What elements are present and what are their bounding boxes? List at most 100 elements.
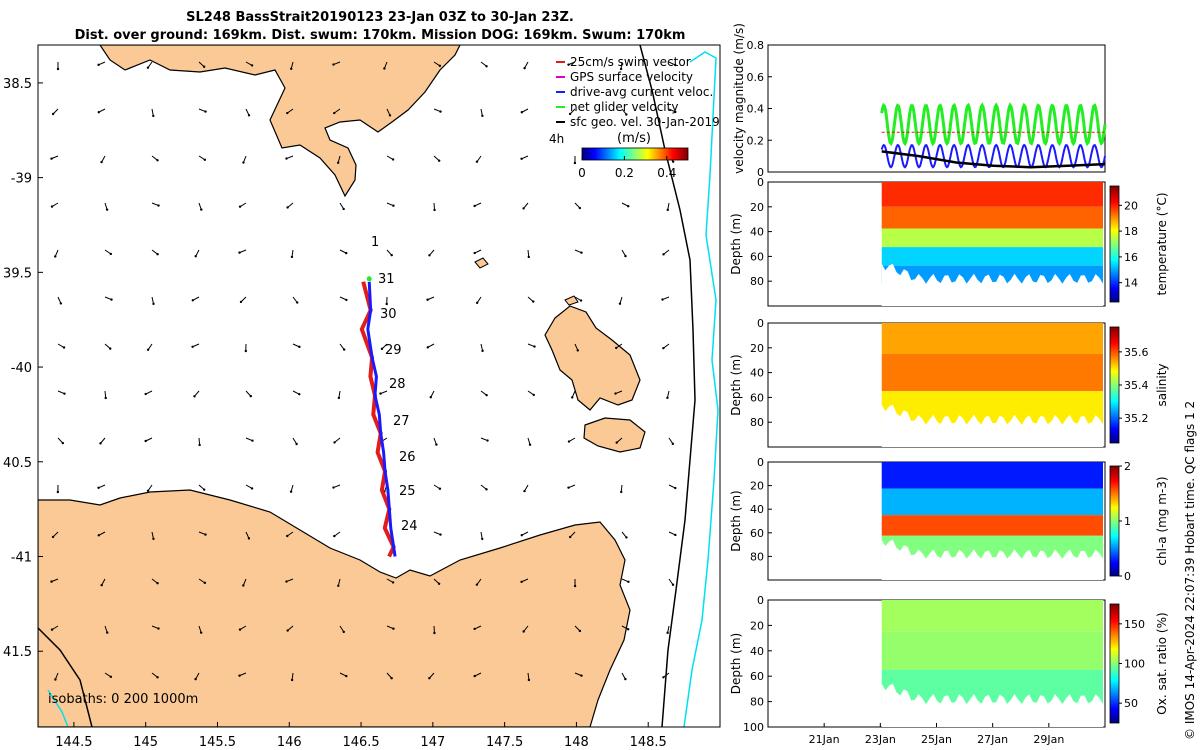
profile-colorbar-tick-label: 2 — [1124, 460, 1131, 473]
profile-layer — [881, 265, 1103, 284]
profile-y-tick-label: 20 — [750, 480, 764, 493]
geo-vel-arrowhead — [662, 253, 665, 256]
geo-vel-arrowhead — [666, 631, 669, 635]
geo-vel-arrowhead — [662, 346, 665, 350]
speed-colorbar-ticks: 0 0.2 0.4 — [578, 156, 676, 180]
geo-vel-arrowhead — [527, 678, 531, 682]
map-x-tick-label: 145 — [133, 735, 158, 750]
profile-layer — [881, 354, 1103, 392]
geo-vel-arrowhead — [485, 393, 488, 397]
geo-vel-arrowhead — [619, 67, 623, 71]
geo-vel-arrowhead — [343, 348, 346, 351]
geo-vel-arrowhead — [286, 206, 289, 209]
profile-colorbar-label: temperature (°C) — [1155, 193, 1169, 296]
map-x-tick-label: 148.5 — [630, 735, 667, 750]
geo-vel-arrowhead — [286, 629, 289, 632]
profile-colorbar-tick-label: 1 — [1124, 515, 1131, 528]
geo-vel-arrowhead — [238, 628, 242, 631]
geo-vel-arrowhead — [618, 302, 622, 305]
map-x-tick-label: 147.5 — [486, 735, 523, 750]
geo-vel-arrowhead — [290, 67, 293, 70]
geo-vel-arrowhead — [662, 676, 665, 679]
geo-vel-arrowhead — [567, 486, 570, 489]
profile-colorbar-tick-label: 150 — [1124, 618, 1145, 631]
geo-vel-arrowhead — [439, 533, 442, 536]
geo-vel-arrowhead — [426, 346, 430, 349]
geo-vel-arrowhead — [528, 443, 532, 446]
geo-vel-arrowhead — [475, 160, 479, 163]
profile-layer — [881, 206, 1103, 229]
velocity-series-line — [880, 143, 1106, 169]
day-label: 25 — [399, 484, 416, 499]
geo-vel-arrowhead — [144, 392, 147, 396]
velocity-y-tick-label: 0 — [757, 166, 764, 179]
geo-vel-arrowhead — [203, 488, 206, 491]
geo-vel-arrowhead — [345, 674, 348, 678]
map-y-tick-label: 40.5 — [3, 456, 32, 471]
profile-y-tick-label: 40 — [750, 226, 764, 239]
geo-vel-arrowhead — [204, 110, 207, 113]
geo-vel-arrowhead — [481, 114, 484, 118]
profile-bottom-mask — [881, 539, 1103, 580]
map-x-tick-label: 145.5 — [199, 735, 236, 750]
legend-entry: 25cm/s swim vector — [570, 55, 691, 69]
geo-vel-arrowhead — [337, 396, 341, 400]
geo-vel-arrowhead — [342, 630, 345, 634]
velocity-y-tick-label: 0.4 — [747, 103, 765, 116]
velocity-y-tick-label: 0.8 — [747, 39, 765, 52]
geo-vel-arrowhead — [157, 204, 160, 207]
geo-vel-arrowhead — [671, 442, 675, 446]
colorbar-tick-label: 0.4 — [657, 166, 676, 180]
geo-vel-arrowhead — [475, 583, 479, 586]
figure-title-line1: SL248 BassStrait20190123 23-Jan 03Z to 3… — [186, 10, 574, 25]
profile-y-tick-label: 20 — [750, 619, 764, 632]
geo-vel-arrowhead — [290, 255, 294, 259]
profile-y-tick-label: 80 — [750, 696, 764, 709]
legend-entry: GPS surface velocity — [570, 70, 693, 84]
geo-vel-arrowhead — [242, 161, 245, 164]
profile-y-tick-label: 20 — [750, 201, 764, 214]
geo-vel-arrowhead — [615, 346, 618, 350]
geo-vel-arrowhead — [625, 113, 628, 116]
geo-vel-arrowhead — [674, 63, 677, 67]
profile-y-tick-label: 60 — [750, 391, 764, 404]
geo-vel-arrowhead — [576, 349, 579, 352]
geo-vel-arrowhead — [156, 252, 159, 256]
copyright-credit: © IMOS 14-Apr-2024 22:07:39 Hobart time.… — [1183, 400, 1197, 740]
profile-y-tick-label: 40 — [750, 503, 764, 516]
profile-y-tick-label: 100 — [743, 721, 764, 734]
track-start-marker — [366, 276, 372, 282]
geo-vel-arrowhead — [614, 392, 617, 395]
geo-vel-arrowhead — [238, 674, 241, 677]
day-label: 31 — [378, 272, 395, 287]
profile-x-tick-label: 29Jan — [1033, 733, 1064, 746]
geo-vel-arrowhead — [481, 537, 484, 541]
geo-vel-arrowhead — [520, 580, 523, 584]
geo-vel-arrowhead — [332, 63, 335, 66]
geo-vel-arrowhead — [671, 583, 675, 586]
geo-vel-arrowhead — [522, 207, 525, 210]
geo-vel-arrowhead — [674, 110, 677, 114]
geo-vel-arrowhead — [244, 349, 247, 353]
profile-colorbar — [1109, 326, 1120, 444]
geo-vel-arrowhead — [105, 208, 109, 211]
geo-vel-arrowhead — [578, 629, 582, 633]
geo-vel-arrowhead — [202, 65, 206, 68]
isobath-note: isobaths: 0 200 1000m — [48, 692, 198, 707]
profile-y-tick-label: 60 — [750, 670, 764, 683]
geo-vel-arrowhead — [625, 536, 628, 539]
profile-colorbar-label: chl-a (mg m-3) — [1155, 476, 1169, 565]
geo-vel-arrowhead — [661, 298, 664, 301]
geo-vel-arrowhead — [532, 300, 535, 303]
map-y-tick-label: -41 — [11, 551, 32, 566]
geo-vel-arrowhead — [380, 347, 384, 351]
geo-vel-arrowhead — [627, 205, 630, 208]
profile-panel: 0 20 40 60 80 Depth (m) 35.2 35.4 35.6 salinity — [729, 317, 1169, 448]
profile-x-tick-label: 27Jan — [977, 733, 1008, 746]
geo-vel-arrowhead — [295, 442, 298, 446]
geo-vel-arrowhead — [392, 204, 395, 207]
profile-panel: 0 20 40 60 80 Depth (m) 14 16 18 20 temperature (°… — [729, 176, 1169, 307]
geo-vel-arrowhead — [671, 160, 675, 163]
geo-vel-arrowhead — [570, 396, 574, 399]
